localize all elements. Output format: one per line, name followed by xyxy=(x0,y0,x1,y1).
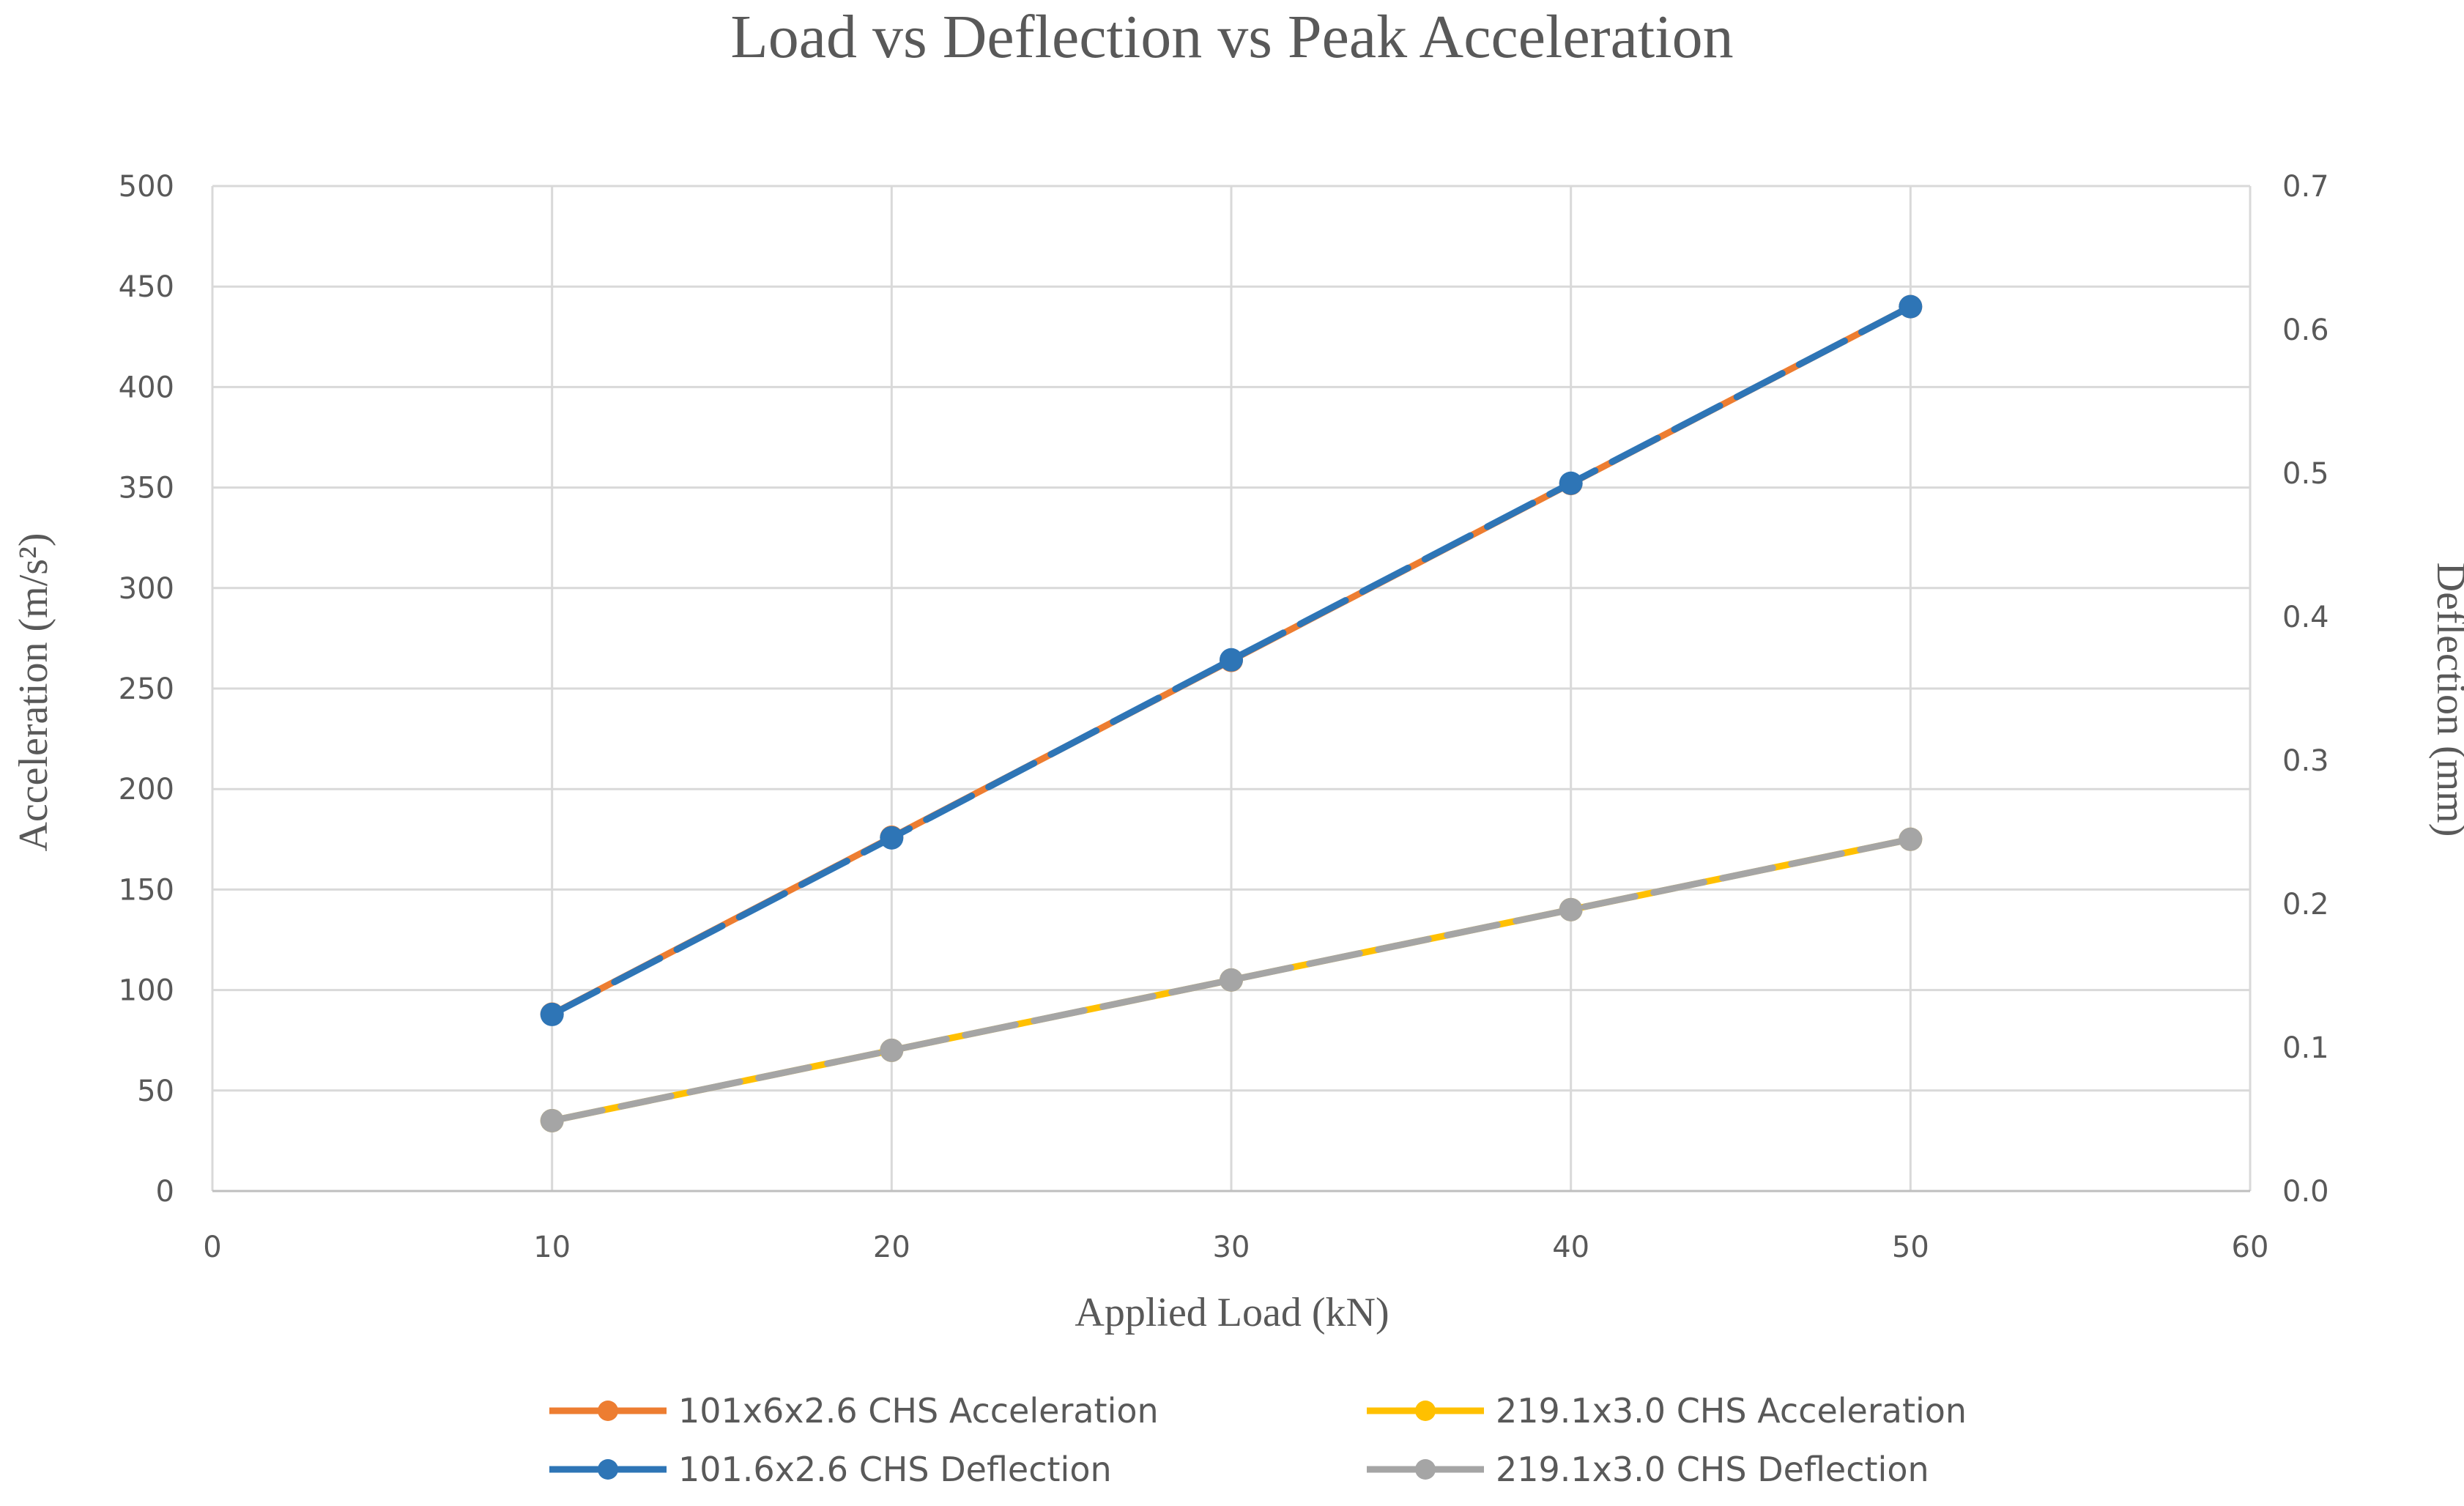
y2-axis-ticks: 0.0 0.1 0.2 0.3 0.4 0.5 0.6 0.7 xyxy=(2282,170,2329,1209)
x-tick-label: 30 xyxy=(1213,1231,1250,1264)
data-point xyxy=(1220,968,1243,992)
y-tick-label: 100 xyxy=(119,974,174,1008)
legend-marker xyxy=(1415,1401,1436,1421)
y-tick-label: 250 xyxy=(119,672,174,706)
x-tick-label: 10 xyxy=(533,1231,571,1264)
y2-tick-label: 0.2 xyxy=(2282,888,2329,921)
y2-tick-label: 0.4 xyxy=(2282,601,2329,634)
y-axis-title: Acceleration (m/s²) xyxy=(11,533,56,851)
y-axis-ticks: 0 50 100 150 200 250 300 350 400 450 500 xyxy=(119,170,174,1209)
y2-tick-label: 0.7 xyxy=(2282,170,2329,204)
legend-label: 101x6x2.6 CHS Acceleration xyxy=(678,1391,1159,1431)
x-tick-label: 0 xyxy=(203,1231,221,1264)
data-point xyxy=(540,1002,564,1026)
legend-label: 219.1x3.0 CHS Deflection xyxy=(1496,1450,1929,1489)
data-point xyxy=(1899,827,1923,851)
y2-tick-label: 0.0 xyxy=(2282,1175,2329,1209)
x-tick-label: 20 xyxy=(873,1231,910,1264)
y-tick-label: 500 xyxy=(119,170,174,204)
legend-item: 101.6x2.6 CHS Deflection xyxy=(549,1450,1112,1489)
chart-title: Load vs Deflection vs Peak Acceleration xyxy=(730,3,1733,71)
y2-tick-label: 0.5 xyxy=(2282,457,2329,491)
y2-tick-label: 0.1 xyxy=(2282,1031,2329,1065)
data-point xyxy=(880,1038,904,1062)
data-point xyxy=(880,826,904,850)
y-tick-label: 400 xyxy=(119,371,174,404)
data-point xyxy=(1899,294,1923,319)
legend-item: 101x6x2.6 CHS Acceleration xyxy=(549,1391,1159,1431)
data-point xyxy=(1220,648,1243,672)
y2-tick-label: 0.6 xyxy=(2282,314,2329,347)
legend-label: 101.6x2.6 CHS Deflection xyxy=(678,1450,1112,1489)
series-2 xyxy=(540,294,1923,1026)
y-tick-label: 350 xyxy=(119,472,174,505)
x-tick-label: 40 xyxy=(1552,1231,1589,1264)
legend-marker xyxy=(1415,1459,1436,1480)
series-line xyxy=(549,836,1914,1124)
y-tick-label: 150 xyxy=(119,873,174,907)
y-tick-label: 50 xyxy=(137,1075,174,1108)
x-axis-title: Applied Load (kN) xyxy=(1075,1290,1389,1335)
y-tick-label: 0 xyxy=(156,1175,174,1209)
series-layer xyxy=(540,294,1923,1132)
x-axis-ticks: 0 10 20 30 40 50 60 xyxy=(203,1231,2268,1264)
legend-item: 219.1x3.0 CHS Deflection xyxy=(1367,1450,1929,1489)
data-point xyxy=(1559,471,1583,495)
legend-marker xyxy=(598,1459,618,1480)
series-3 xyxy=(540,827,1923,1132)
series-line xyxy=(549,303,1914,1018)
y-tick-label: 450 xyxy=(119,270,174,304)
legend-marker xyxy=(598,1401,618,1421)
y2-tick-label: 0.3 xyxy=(2282,744,2329,778)
data-point xyxy=(1559,897,1583,921)
legend: 101x6x2.6 CHS Acceleration 219.1x3.0 CHS … xyxy=(549,1391,1967,1489)
legend-label: 219.1x3.0 CHS Acceleration xyxy=(1496,1391,1967,1431)
data-point xyxy=(540,1108,564,1132)
y2-axis-title: Deflection (mm) xyxy=(2428,563,2464,837)
grid xyxy=(211,185,2252,1192)
x-tick-label: 50 xyxy=(1892,1231,1929,1264)
y-tick-label: 200 xyxy=(119,773,174,806)
legend-item: 219.1x3.0 CHS Acceleration xyxy=(1367,1391,1967,1431)
x-tick-label: 60 xyxy=(2232,1231,2269,1264)
y-tick-label: 300 xyxy=(119,572,174,606)
